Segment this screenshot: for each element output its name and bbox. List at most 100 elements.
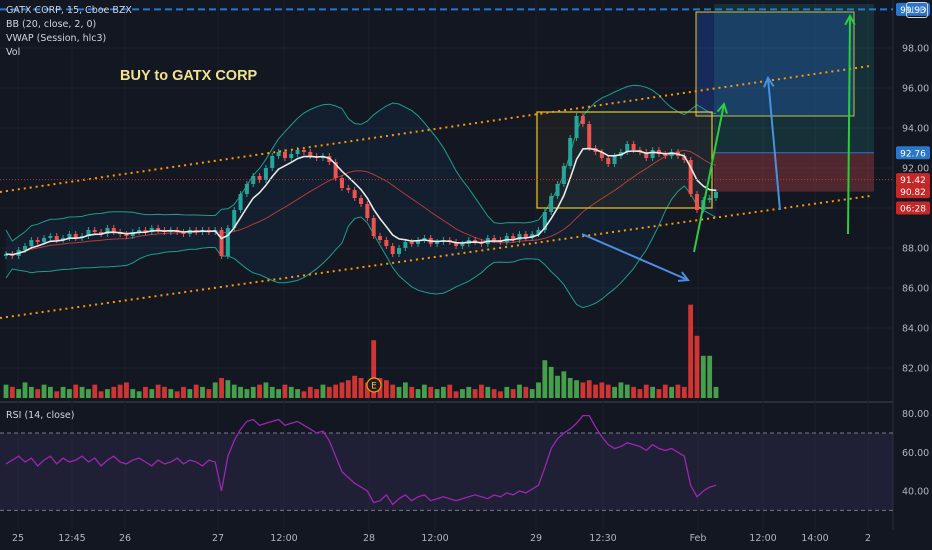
- volume-bar: [187, 389, 193, 398]
- volume-bar: [16, 389, 22, 398]
- price-badge-label: 90.82: [900, 188, 926, 198]
- time-tick-label: 25: [12, 533, 24, 544]
- buy-annotation[interactable]: BUY to GATX CORP: [120, 68, 258, 84]
- candle-body: [339, 178, 344, 188]
- loss-zone: [714, 152, 874, 192]
- time-tick-label: 27: [212, 533, 224, 544]
- rsi-tick-label: 60.00: [902, 448, 929, 459]
- candle-body: [384, 240, 389, 246]
- volume-bar: [421, 384, 427, 398]
- earnings-marker-label: E: [371, 382, 377, 392]
- candle-body: [542, 212, 547, 230]
- candle-body: [378, 236, 383, 240]
- volume-bar: [491, 389, 497, 398]
- price-badge-label: 91.42: [900, 176, 926, 186]
- volume-bar: [441, 386, 446, 398]
- candle-body: [333, 162, 338, 178]
- rsi-legend[interactable]: RSI (14, close): [6, 410, 75, 421]
- price-tick-label: 84.00: [902, 324, 929, 335]
- profit-zone: [714, 4, 874, 153]
- candle-body: [359, 198, 363, 204]
- volume-bar: [624, 384, 630, 398]
- volume-bar: [149, 389, 155, 398]
- vwap-legend[interactable]: VWAP (Session, hlc3): [6, 33, 107, 44]
- candle-body: [644, 152, 649, 158]
- volume-bar: [688, 304, 694, 398]
- candle-body: [156, 228, 161, 230]
- candle-body: [599, 152, 604, 158]
- vol-legend[interactable]: Vol: [6, 47, 21, 58]
- volume-bar: [618, 382, 624, 398]
- volume-bar: [643, 384, 649, 398]
- candle-body: [225, 228, 230, 256]
- volume-bar: [352, 375, 358, 398]
- volume-bar: [314, 389, 320, 398]
- volume-bar: [574, 380, 579, 398]
- candle-body: [143, 230, 148, 232]
- volume-bar: [238, 386, 243, 398]
- arrow-blue-down: [581, 233, 690, 282]
- volume-bar: [675, 384, 681, 398]
- arrow-blue-down-head: [677, 271, 690, 282]
- volume-bar: [143, 386, 148, 398]
- volume-bar: [219, 378, 224, 398]
- arrow-blue-up: [763, 75, 781, 211]
- volume-bar: [276, 389, 281, 398]
- candle-body: [574, 116, 579, 138]
- price-badge-label: 92.76: [900, 149, 926, 159]
- volume-bar: [523, 386, 529, 398]
- candle-body: [99, 232, 104, 234]
- candle-body: [105, 228, 110, 234]
- candle-body: [263, 168, 268, 180]
- candle-body: [435, 242, 440, 244]
- volume-bar: [206, 389, 212, 398]
- volume-bar: [231, 384, 237, 398]
- volume-bar: [181, 386, 186, 398]
- price-tick-label: 86.00: [902, 284, 929, 295]
- time-tick-label: 12:30: [589, 533, 616, 544]
- volume-bar: [22, 382, 28, 398]
- arrow-green-2-head: [844, 13, 856, 26]
- volume-bars: [3, 304, 719, 398]
- volume-bar: [326, 386, 332, 398]
- candle-body: [270, 156, 275, 168]
- arrow-green-1: [693, 101, 728, 253]
- time-axis: 25 12:45 26 27 12:00 28 12:00 29 12:30 Feb 12:00 14…: [12, 533, 871, 544]
- vwap-line: [5, 147, 717, 256]
- candle-body: [251, 176, 256, 184]
- candle-body: [346, 188, 351, 190]
- volume-bar: [453, 391, 459, 398]
- volume-bar: [650, 386, 656, 398]
- candle-body: [238, 194, 243, 210]
- candle-body: [219, 230, 224, 256]
- arrow-blue-up-head: [763, 75, 775, 88]
- volume-bar: [193, 384, 199, 398]
- volume-bar: [124, 382, 129, 398]
- volume-bar: [504, 386, 510, 398]
- earnings-marker-icon: [366, 377, 382, 393]
- bb-legend[interactable]: BB (20, close, 2, 0): [6, 19, 97, 30]
- symbol-legend[interactable]: GATX CORP, 15, Cboe BZX: [6, 5, 132, 16]
- volume-bar: [383, 380, 389, 398]
- volume-bar: [593, 384, 598, 398]
- volume-bar: [447, 384, 453, 398]
- candle-body: [580, 116, 585, 124]
- time-tick-label: 28: [363, 533, 375, 544]
- volume-bar: [244, 389, 250, 398]
- volume-bar: [415, 389, 421, 398]
- currency-button[interactable]: USD: [906, 2, 928, 18]
- candle-body: [149, 228, 154, 232]
- candle-body: [663, 154, 668, 156]
- candle-body: [390, 246, 395, 254]
- volume-bar: [567, 378, 573, 398]
- volume-bar: [28, 386, 34, 398]
- volume-bar: [345, 380, 351, 398]
- arrow-green-1-head: [716, 101, 728, 114]
- channel-upper: [0, 65, 871, 193]
- candle-body: [656, 150, 661, 154]
- price-badge-label: 06:28: [900, 205, 926, 215]
- time-tick-label: 26: [119, 533, 131, 544]
- volume-bar: [212, 382, 218, 398]
- volume-bar: [47, 386, 53, 398]
